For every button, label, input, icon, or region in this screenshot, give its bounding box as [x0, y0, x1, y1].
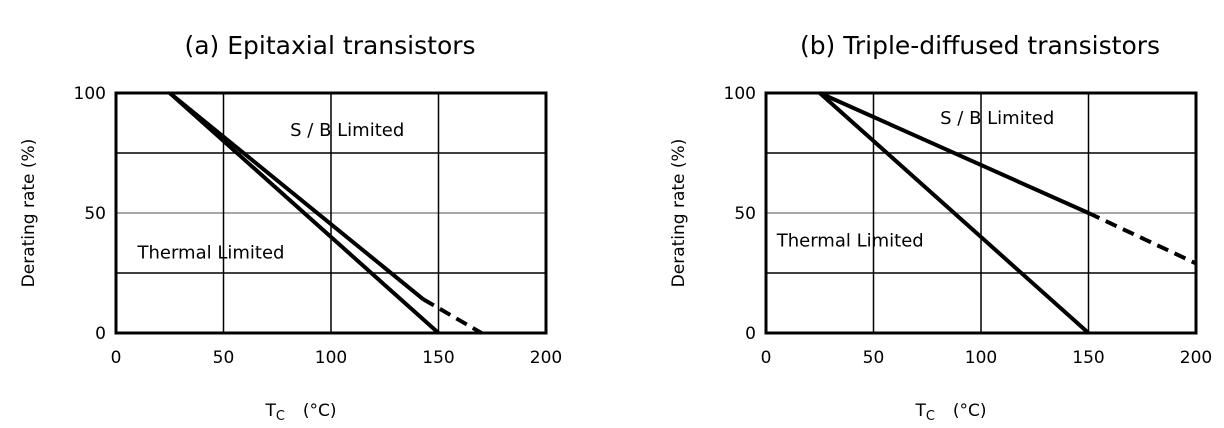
x-axis-subscript: C	[926, 409, 935, 424]
y-axis-label: Derating rate (%)	[669, 139, 689, 288]
x-axis-unit: (°C)	[953, 401, 987, 421]
plot-frame	[764, 91, 1198, 335]
chart-1: (b) Triple-diffused transistors 0 50 100 0 50…	[669, 31, 1212, 424]
chart-title: (b) Triple-diffused transistors	[800, 31, 1160, 60]
x-tick-label: 150	[422, 348, 454, 368]
chart-0: (a) Epitaxial transistors 0 50 100 0 50 100 150…	[19, 31, 562, 424]
x-axis-label: TC (°C)	[264, 401, 336, 424]
x-axis-subscript: C	[276, 409, 285, 424]
x-axis-unit: (°C)	[303, 401, 337, 421]
series-line-thermal-limited	[168, 91, 440, 335]
x-axis-label: TC (°C)	[914, 401, 986, 424]
series-line-thermal-limited	[818, 91, 1090, 335]
x-tick-label: 50	[213, 348, 235, 368]
y-tick-label: 50	[84, 204, 106, 224]
x-axis-symbol: T	[914, 401, 926, 421]
annotation-label: Thermal Limited	[776, 231, 924, 252]
x-tick-label: 150	[1072, 348, 1104, 368]
x-tick-label: 200	[530, 348, 562, 368]
y-tick-label: 0	[745, 324, 756, 344]
x-tick-label: 0	[111, 348, 122, 368]
chart-title: (a) Epitaxial transistors	[184, 31, 475, 60]
series-line-s-b-limited-extrapolated	[422, 297, 483, 335]
x-axis-symbol: T	[264, 401, 276, 421]
x-tick-label: 200	[1180, 348, 1212, 368]
annotation-label: S / B Limited	[940, 108, 1054, 129]
y-axis-label: Derating rate (%)	[19, 139, 39, 288]
y-tick-label: 0	[95, 324, 106, 344]
series-line-s-b-limited-extrapolated	[1087, 211, 1197, 266]
x-tick-label: 0	[761, 348, 772, 368]
annotation-label: Thermal Limited	[137, 243, 285, 264]
y-tick-label: 50	[734, 204, 756, 224]
series-line-s-b-limited	[818, 91, 1090, 215]
x-tick-label: 100	[965, 348, 997, 368]
y-tick-label: 100	[74, 84, 106, 104]
series-line-s-b-limited	[168, 91, 425, 301]
x-tick-label: 100	[315, 348, 347, 368]
plot-frame	[114, 91, 548, 335]
annotation-label: S / B Limited	[290, 120, 404, 141]
y-tick-label: 100	[724, 84, 756, 104]
x-tick-label: 50	[863, 348, 885, 368]
